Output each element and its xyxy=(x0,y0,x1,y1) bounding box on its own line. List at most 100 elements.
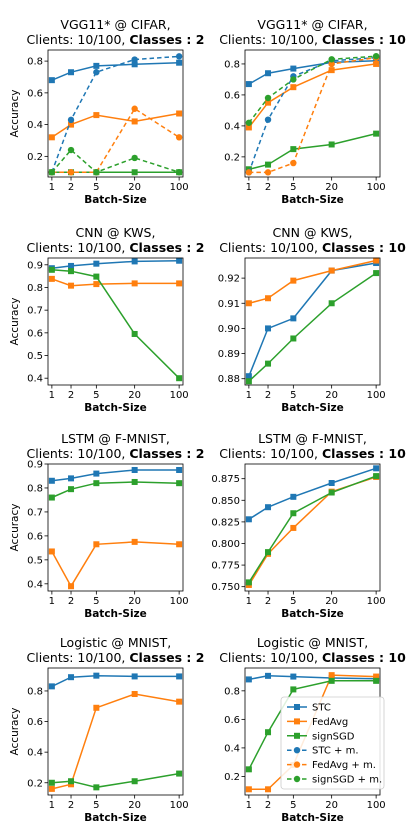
subplot-title-line1: Logistic @ MNIST, xyxy=(257,635,368,650)
data-point xyxy=(176,673,183,680)
x-tick-label: 5 xyxy=(93,800,99,811)
data-point xyxy=(373,473,380,480)
x-axis-label: Batch-Size xyxy=(84,194,147,206)
data-point xyxy=(290,315,297,322)
y-axis-label: Accuracy xyxy=(9,298,21,346)
data-point xyxy=(372,52,380,60)
subplot-title-classes: Classes : 10 xyxy=(322,446,406,461)
legend-marker xyxy=(293,775,301,783)
subplot-title-clients: Clients: 10/100, xyxy=(27,240,130,255)
data-point xyxy=(290,146,297,153)
data-point xyxy=(290,493,297,500)
x-axis-label: Batch-Size xyxy=(281,402,344,414)
data-point xyxy=(328,56,335,63)
data-point xyxy=(373,130,380,137)
series-line xyxy=(248,475,377,583)
y-tick-label: 0.750 xyxy=(211,582,240,593)
x-axis-label: Batch-Size xyxy=(84,402,147,414)
data-point xyxy=(131,466,138,473)
y-tick-label: 0.4 xyxy=(27,120,43,131)
data-point xyxy=(68,262,75,269)
y-tick-label: 0.4 xyxy=(224,121,240,132)
data-point xyxy=(93,704,100,711)
subplot-title-line1: VGG11* @ CIFAR, xyxy=(60,17,170,32)
data-point xyxy=(373,677,380,684)
data-point xyxy=(176,480,183,487)
data-point xyxy=(264,169,272,176)
data-point xyxy=(290,76,297,83)
legend-label: STC + m. xyxy=(312,746,359,757)
data-point xyxy=(176,466,183,473)
x-tick-label: 100 xyxy=(170,182,189,193)
data-point xyxy=(48,494,55,501)
x-tick-label: 20 xyxy=(128,800,141,811)
series-signsgd-m xyxy=(245,52,380,126)
subplot-title-clients: Clients: 10/100, xyxy=(219,446,322,461)
data-point xyxy=(131,673,138,680)
series-line xyxy=(51,541,180,588)
subplot-2: VGG11* @ CIFAR,Clients: 10/100, Classes … xyxy=(219,17,406,206)
data-point xyxy=(68,69,75,76)
x-tick-label: 2 xyxy=(265,596,271,607)
subplot-title-clients: Clients: 10/100, xyxy=(27,650,130,665)
data-point xyxy=(48,548,55,555)
subplot-6: LSTM @ F-MNIST,Clients: 10/100, Classes … xyxy=(211,431,406,620)
legend-item: FedAvg + m. xyxy=(287,760,376,771)
x-tick-label: 100 xyxy=(367,596,386,607)
y-tick-label: 0.9 xyxy=(27,260,43,271)
data-point xyxy=(68,674,75,681)
y-axis-label: Accuracy xyxy=(9,504,21,552)
legend-item: STC xyxy=(287,703,331,714)
data-point xyxy=(290,673,297,680)
data-point xyxy=(328,267,335,274)
data-point xyxy=(131,478,138,485)
data-point xyxy=(67,116,75,124)
subplot-8: Logistic @ MNIST,Clients: 10/100, Classe… xyxy=(219,635,406,824)
data-point xyxy=(176,541,183,548)
subplot-title-classes: Classes : 10 xyxy=(322,650,406,665)
data-point xyxy=(93,260,100,267)
data-point xyxy=(265,70,272,77)
x-axis-label: Batch-Size xyxy=(84,608,147,620)
series-signsgd xyxy=(48,478,183,501)
data-point xyxy=(68,583,75,590)
data-point xyxy=(93,112,100,119)
subplot-title-line1: CNN @ KWS, xyxy=(273,225,353,240)
y-tick-label: 0.6 xyxy=(27,717,43,728)
data-point xyxy=(48,683,55,690)
data-point xyxy=(68,486,75,493)
plot-frame xyxy=(47,463,184,592)
data-point xyxy=(48,134,55,141)
data-point xyxy=(68,475,75,482)
y-tick-label: 0.4 xyxy=(27,748,43,759)
series-fedavg xyxy=(245,60,380,131)
y-tick-label: 0.7 xyxy=(27,306,43,317)
data-point xyxy=(265,161,272,168)
series-fedavg xyxy=(245,257,380,307)
series-signsgd-m xyxy=(48,146,183,176)
series-stc xyxy=(48,59,183,84)
x-tick-label: 5 xyxy=(93,596,99,607)
data-point xyxy=(93,62,100,69)
legend-item: signSGD + m. xyxy=(287,775,382,786)
subplot-title-line1: LSTM @ F-MNIST, xyxy=(61,431,170,446)
subplot-title-line1: VGG11* @ CIFAR, xyxy=(257,17,367,32)
y-tick-label: 0.6 xyxy=(27,88,43,99)
data-point xyxy=(265,549,272,556)
data-point xyxy=(176,59,183,66)
legend-item: FedAvg xyxy=(287,717,348,728)
data-point xyxy=(328,489,335,496)
series-line xyxy=(248,476,377,586)
x-tick-label: 1 xyxy=(246,800,252,811)
x-tick-label: 5 xyxy=(93,390,99,401)
data-point xyxy=(93,541,100,548)
subplot-title-line2: Clients: 10/100, Classes : 10 xyxy=(219,32,406,47)
series-fedavg xyxy=(48,691,183,792)
x-tick-label: 1 xyxy=(49,800,55,811)
data-point xyxy=(265,99,272,106)
data-point xyxy=(93,784,100,791)
x-tick-label: 2 xyxy=(265,800,271,811)
data-point xyxy=(93,273,100,280)
subplot-title-line2: Clients: 10/100, Classes : 2 xyxy=(27,446,205,461)
data-point xyxy=(264,94,272,102)
